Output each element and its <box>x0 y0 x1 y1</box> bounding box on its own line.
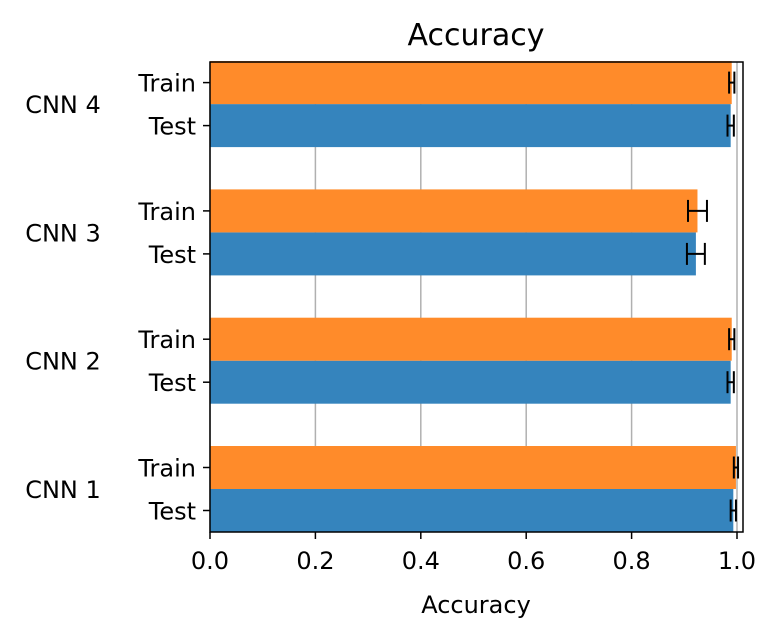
bar-train-cnn-4 <box>210 61 732 105</box>
group-label: CNN 2 <box>25 348 101 376</box>
group-label: CNN 3 <box>25 219 101 247</box>
y-tick-label: Train <box>137 70 196 98</box>
y-tick-label: Test <box>148 241 196 269</box>
x-tick-label: 0.8 <box>613 547 651 575</box>
y-tick-label: Test <box>148 113 196 141</box>
bar-train-cnn-2 <box>210 317 732 361</box>
x-tick-label: 0.4 <box>402 547 440 575</box>
y-tick-label: Train <box>137 326 196 354</box>
bars <box>210 61 736 532</box>
plot-frame <box>209 61 744 533</box>
y-tick-label: Test <box>148 498 196 526</box>
y-ticks: Test Train CNN 1 Test Train CNN 2 Test Train CNN… <box>25 70 210 526</box>
bar-test-cnn-1 <box>210 489 734 532</box>
group-label: CNN 1 <box>25 476 101 504</box>
x-tick-label: 0.6 <box>507 547 545 575</box>
chart-title: Accuracy <box>408 18 545 53</box>
bar-test-cnn-2 <box>210 360 731 404</box>
x-axis-label: Accuracy <box>421 591 531 619</box>
x-tick-label: 0.2 <box>296 547 334 575</box>
y-tick-label: Test <box>148 369 196 397</box>
bar-test-cnn-4 <box>210 104 731 148</box>
x-tick-label: 1.0 <box>718 547 756 575</box>
bar-train-cnn-1 <box>210 446 736 489</box>
y-tick-label: Train <box>137 198 196 226</box>
y-tick-label: Train <box>137 455 196 483</box>
x-ticks: 0.0 0.2 0.4 0.6 0.8 1.0 <box>191 532 756 575</box>
bar-test-cnn-3 <box>210 232 696 276</box>
error-bars <box>685 71 740 522</box>
bar-train-cnn-3 <box>210 189 698 233</box>
group-label: CNN 4 <box>25 91 101 119</box>
x-tick-label: 0.0 <box>191 547 229 575</box>
